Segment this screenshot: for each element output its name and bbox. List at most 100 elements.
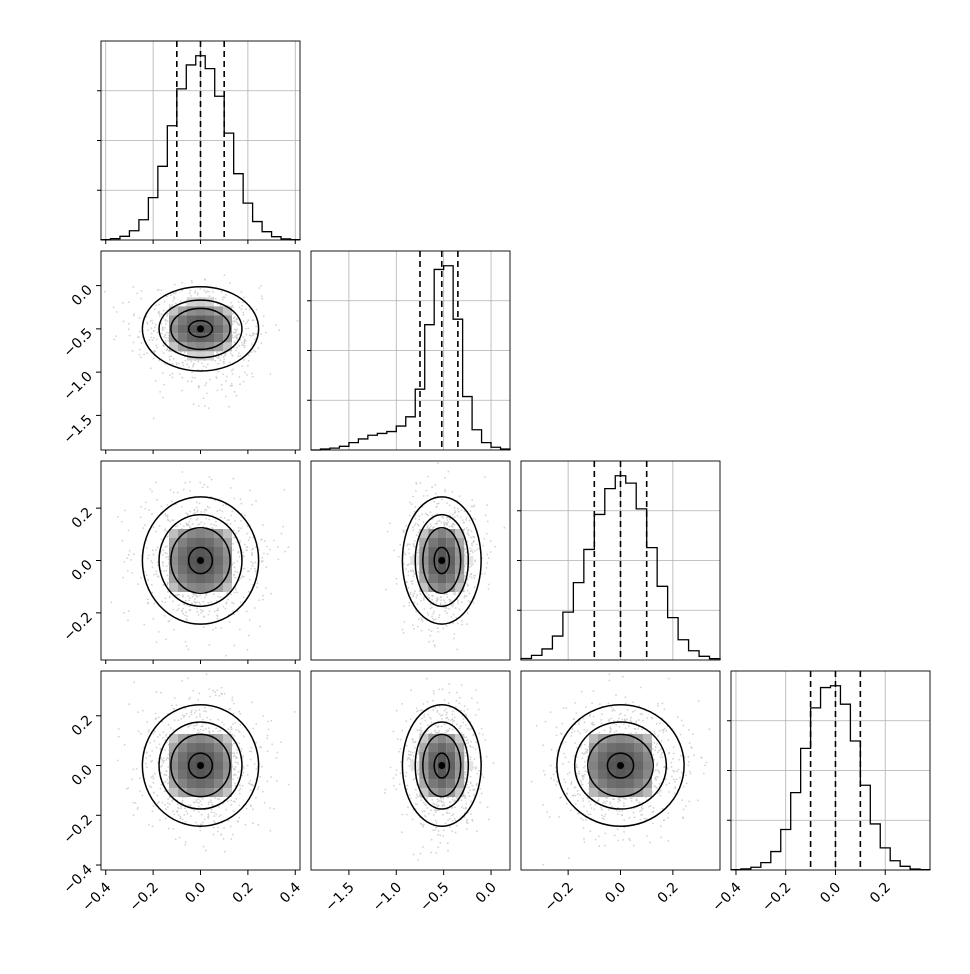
density-cell [214, 315, 223, 324]
scatter-point [414, 524, 416, 526]
scatter-point [261, 539, 263, 541]
scatter-point [452, 719, 454, 721]
scatter-point [251, 504, 253, 506]
scatter-point [435, 820, 437, 822]
scatter-point [199, 604, 201, 606]
scatter-point [166, 296, 168, 298]
scatter-point [689, 771, 691, 773]
scatter-point [425, 720, 427, 722]
scatter-point [243, 320, 245, 322]
scatter-point [278, 329, 280, 331]
scatter-point [239, 355, 241, 357]
scatter-point [440, 800, 442, 802]
scatter-point [152, 322, 154, 324]
scatter-point [166, 504, 168, 506]
scatter-point [423, 599, 425, 601]
scatter-point [115, 335, 117, 337]
scatter-point [445, 491, 447, 493]
scatter-point [209, 507, 211, 509]
density-cell [437, 743, 446, 752]
scatter-point [154, 308, 156, 310]
scatter-point [405, 720, 407, 722]
scatter-point [420, 727, 422, 729]
scatter-point [237, 762, 239, 764]
scatter-point [166, 349, 168, 351]
scatter-point [420, 709, 422, 711]
scatter-point [472, 820, 474, 822]
scatter-point [408, 754, 410, 756]
scatter-point [243, 767, 245, 769]
scatter-point [154, 740, 156, 742]
scatter-point [433, 644, 435, 646]
scatter-point [128, 703, 130, 705]
scatter-point [434, 730, 436, 732]
scatter-point [255, 768, 257, 770]
scatter-point [198, 405, 200, 407]
scatter-point [233, 703, 235, 705]
scatter-point [472, 735, 474, 737]
scatter-point [153, 792, 155, 794]
density-cell [196, 583, 205, 592]
scatter-point [445, 822, 447, 824]
scatter-point [463, 808, 465, 810]
scatter-point [204, 707, 206, 709]
scatter-point [244, 345, 246, 347]
scatter-point [273, 540, 275, 542]
scatter-point [205, 366, 207, 368]
scatter-point [417, 603, 419, 605]
scatter-point [162, 397, 164, 399]
scatter-point [225, 353, 227, 355]
scatter-point [393, 550, 395, 552]
scatter-point [195, 594, 197, 596]
scatter-point [474, 518, 476, 520]
scatter-point [230, 594, 232, 596]
scatter-point [240, 602, 242, 604]
scatter-point [467, 742, 469, 744]
scatter-point [452, 799, 454, 801]
scatter-point [203, 484, 205, 486]
scatter-point [486, 567, 488, 569]
scatter-point [165, 556, 167, 558]
scatter-point [409, 515, 411, 517]
scatter-point [582, 819, 584, 821]
scatter-point [201, 362, 203, 364]
scatter-point [231, 370, 233, 372]
scatter-point [113, 307, 115, 309]
scatter-point [212, 629, 214, 631]
scatter-point [453, 801, 455, 803]
scatter-point [210, 800, 212, 802]
scatter-point [412, 594, 414, 596]
scatter-point [395, 774, 397, 776]
scatter-point [421, 730, 423, 732]
scatter-point [232, 834, 234, 836]
scatter-point [139, 354, 141, 356]
scatter-point [143, 353, 145, 355]
scatter-point [417, 859, 419, 861]
scatter-point [465, 724, 467, 726]
scatter-point [478, 709, 480, 711]
scatter-point [447, 596, 449, 598]
scatter-point [473, 577, 475, 579]
scatter-point [449, 728, 451, 730]
scatter-point [205, 292, 207, 294]
scatter-point [234, 645, 236, 647]
scatter-point [423, 716, 425, 718]
scatter-point [167, 591, 169, 593]
density-cell [214, 538, 223, 547]
scatter-point [421, 513, 423, 515]
scatter-point [402, 629, 404, 631]
scatter-point [262, 715, 264, 717]
scatter-point [222, 299, 224, 301]
scatter-point [681, 720, 683, 722]
scatter-point [445, 714, 447, 716]
density-cell [428, 761, 437, 770]
scatter-point [476, 783, 478, 785]
scatter-point [241, 342, 243, 344]
scatter-point [254, 568, 256, 570]
scatter-point [428, 594, 430, 596]
scatter-point [200, 511, 202, 513]
scatter-point [166, 759, 168, 761]
density-cell [196, 574, 205, 583]
scatter-point [446, 522, 448, 524]
scatter-point [412, 759, 414, 761]
